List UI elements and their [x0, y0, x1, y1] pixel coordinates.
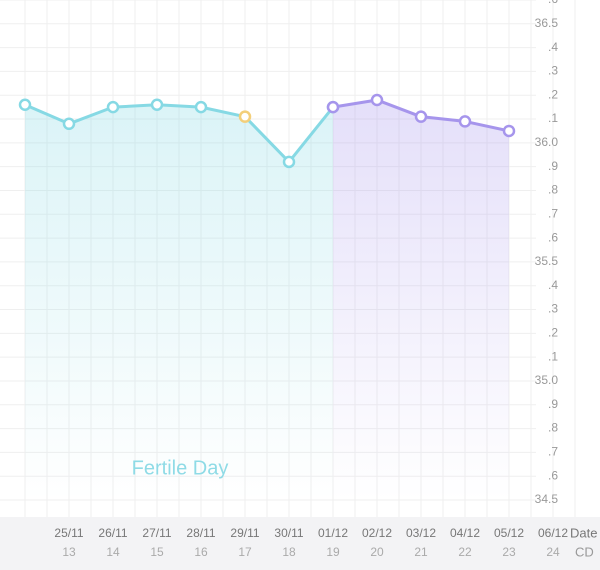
x-tick-label: 04/12: [450, 526, 480, 540]
point: [106, 100, 120, 114]
y-tick-label: .8: [548, 421, 558, 435]
point: [282, 155, 296, 169]
y-tick-label: .2: [548, 87, 558, 101]
cd-label: 14: [106, 545, 120, 559]
y-tick-label: .6: [548, 230, 558, 244]
cd-label: 21: [414, 545, 428, 559]
cd-label: 16: [194, 545, 208, 559]
y-tick-label: .3: [548, 64, 558, 78]
cd-label: 13: [62, 545, 76, 559]
y-tick-label: .1: [548, 349, 558, 363]
cd-label: 24: [546, 545, 560, 559]
x-tick-label: 27/11: [142, 526, 171, 540]
point: [62, 117, 76, 131]
y-tick-label: .2: [548, 326, 558, 340]
y-tick-label: .7: [548, 445, 558, 459]
x-tick-label: 03/12: [406, 526, 436, 540]
x-tick-label: 28/11: [186, 526, 215, 540]
x-tick-label: 30/11: [274, 526, 303, 540]
y-tick-label: .6: [548, 468, 558, 482]
y-tick-label: .6: [548, 0, 558, 6]
cd-label: 22: [458, 545, 472, 559]
y-tick-label: 34.5: [535, 492, 559, 506]
cd-label: 17: [238, 545, 252, 559]
point: [414, 110, 428, 123]
y-tick-label: .4: [548, 278, 558, 292]
y-tick-label: 36.5: [535, 16, 559, 30]
y-tick-label: .1: [548, 111, 558, 125]
x-tick-label: 06/12: [538, 526, 568, 540]
point: [18, 98, 32, 112]
cd-label: 23: [502, 545, 516, 559]
y-tick-label: .7: [548, 206, 558, 220]
point: [370, 93, 384, 107]
area: [25, 104, 333, 500]
x-tick-label: 05/12: [494, 526, 524, 540]
y-tick-label: .4: [548, 40, 558, 54]
x-tick-label: 25/11: [54, 526, 83, 540]
point: [502, 124, 516, 138]
point: [150, 98, 164, 112]
point: [194, 100, 208, 114]
point: [458, 115, 472, 128]
cd-label: 15: [150, 545, 164, 559]
y-tick-label: 35.5: [535, 254, 559, 268]
x-tick-label: 26/11: [98, 526, 127, 540]
line: [24, 103, 335, 164]
x-tick-label: 29/11: [230, 526, 259, 540]
y-tick-label: 36.0: [535, 135, 559, 149]
y-tick-label: .3: [548, 302, 558, 316]
annotation: Fertile Day: [132, 457, 229, 479]
cd-label: 19: [326, 545, 340, 559]
y-tick-label: 35.0: [535, 373, 559, 387]
x-axis-label: Date: [570, 525, 597, 540]
point: [326, 100, 340, 114]
cd-label: 18: [282, 545, 296, 559]
x-tick-label: 01/12: [318, 526, 348, 540]
x-axis-band: [0, 517, 600, 570]
y-tick-label: .8: [548, 183, 558, 197]
x-tick-label: 02/12: [362, 526, 392, 540]
cd-label: 20: [370, 545, 384, 559]
y-tick-label: .9: [548, 397, 558, 411]
y-tick-label: .9: [548, 159, 558, 173]
area: [333, 100, 509, 500]
point: [238, 110, 252, 123]
cd-axis-label: CD: [575, 544, 594, 559]
